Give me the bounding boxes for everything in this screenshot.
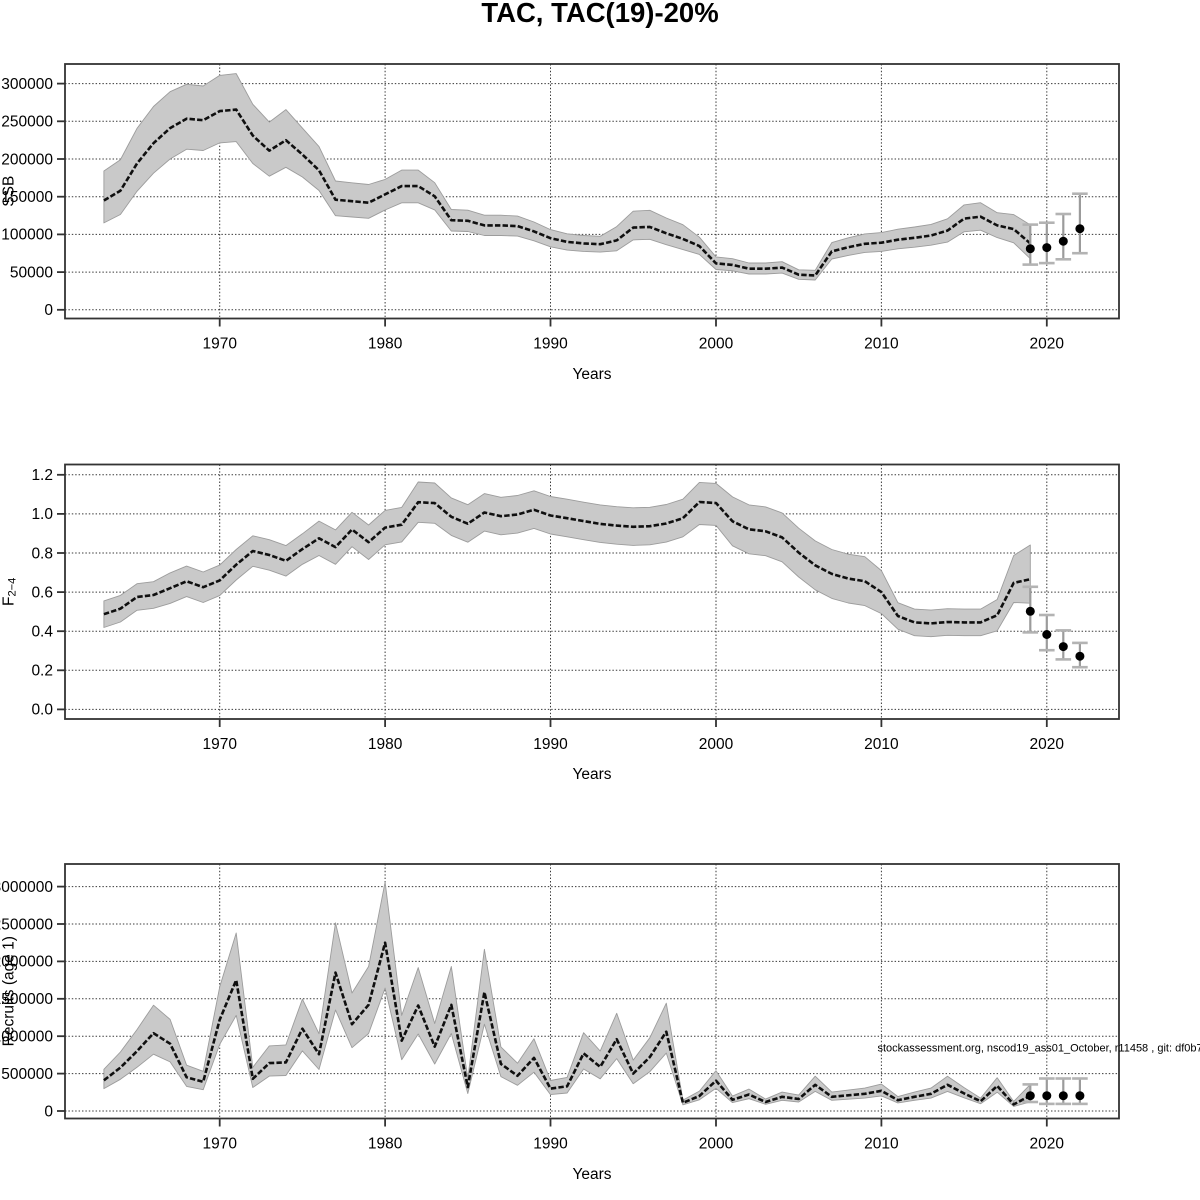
svg-text:100000: 100000 <box>1 227 53 244</box>
svg-text:500000: 500000 <box>1 1066 53 1083</box>
svg-text:2500000: 2500000 <box>0 916 53 933</box>
svg-text:0: 0 <box>44 302 53 319</box>
svg-text:1980: 1980 <box>368 736 403 753</box>
svg-text:0.6: 0.6 <box>31 584 53 601</box>
svg-text:1990: 1990 <box>533 736 568 753</box>
svg-text:Years: Years <box>572 1166 611 1183</box>
svg-text:Years: Years <box>572 766 611 783</box>
svg-text:Recruits (age 1): Recruits (age 1) <box>1 936 18 1046</box>
svg-text:2020: 2020 <box>1030 336 1065 353</box>
svg-text:1990: 1990 <box>533 1136 568 1153</box>
svg-text:1970: 1970 <box>202 1136 237 1153</box>
svg-text:2020: 2020 <box>1030 736 1065 753</box>
svg-text:SSB: SSB <box>1 176 18 207</box>
svg-text:1500000: 1500000 <box>0 991 53 1008</box>
svg-text:1980: 1980 <box>368 336 403 353</box>
svg-text:Years: Years <box>572 366 611 383</box>
svg-text:0.2: 0.2 <box>31 663 53 680</box>
svg-text:0: 0 <box>44 1103 53 1120</box>
svg-text:250000: 250000 <box>1 114 53 131</box>
svg-text:2010: 2010 <box>864 336 899 353</box>
svg-text:3000000: 3000000 <box>0 879 53 896</box>
svg-text:0.8: 0.8 <box>31 545 53 562</box>
svg-text:1970: 1970 <box>202 736 237 753</box>
svg-text:150000: 150000 <box>1 189 53 206</box>
svg-text:1000000: 1000000 <box>0 1029 53 1046</box>
svg-text:200000: 200000 <box>1 151 53 168</box>
svg-text:50000: 50000 <box>10 264 53 281</box>
svg-text:300000: 300000 <box>1 76 53 93</box>
svg-text:2020: 2020 <box>1030 1136 1065 1153</box>
svg-text:2000: 2000 <box>699 736 734 753</box>
svg-text:1.0: 1.0 <box>31 506 53 523</box>
svg-text:1990: 1990 <box>533 336 568 353</box>
svg-text:stockassessment.org, nscod19_a: stockassessment.org, nscod19_ass01_Octob… <box>878 1043 1200 1055</box>
svg-text:2000: 2000 <box>699 336 734 353</box>
svg-text:TAC, TAC(19)-20%: TAC, TAC(19)-20% <box>481 0 718 28</box>
svg-text:2010: 2010 <box>864 1136 899 1153</box>
svg-text:1980: 1980 <box>368 1136 403 1153</box>
svg-text:1.2: 1.2 <box>31 467 53 484</box>
svg-text:2010: 2010 <box>864 736 899 753</box>
svg-text:0.4: 0.4 <box>31 624 53 641</box>
svg-text:2000: 2000 <box>699 1136 734 1153</box>
svg-text:2000000: 2000000 <box>0 954 53 971</box>
svg-text:0.0: 0.0 <box>31 702 53 719</box>
svg-text:1970: 1970 <box>202 336 237 353</box>
